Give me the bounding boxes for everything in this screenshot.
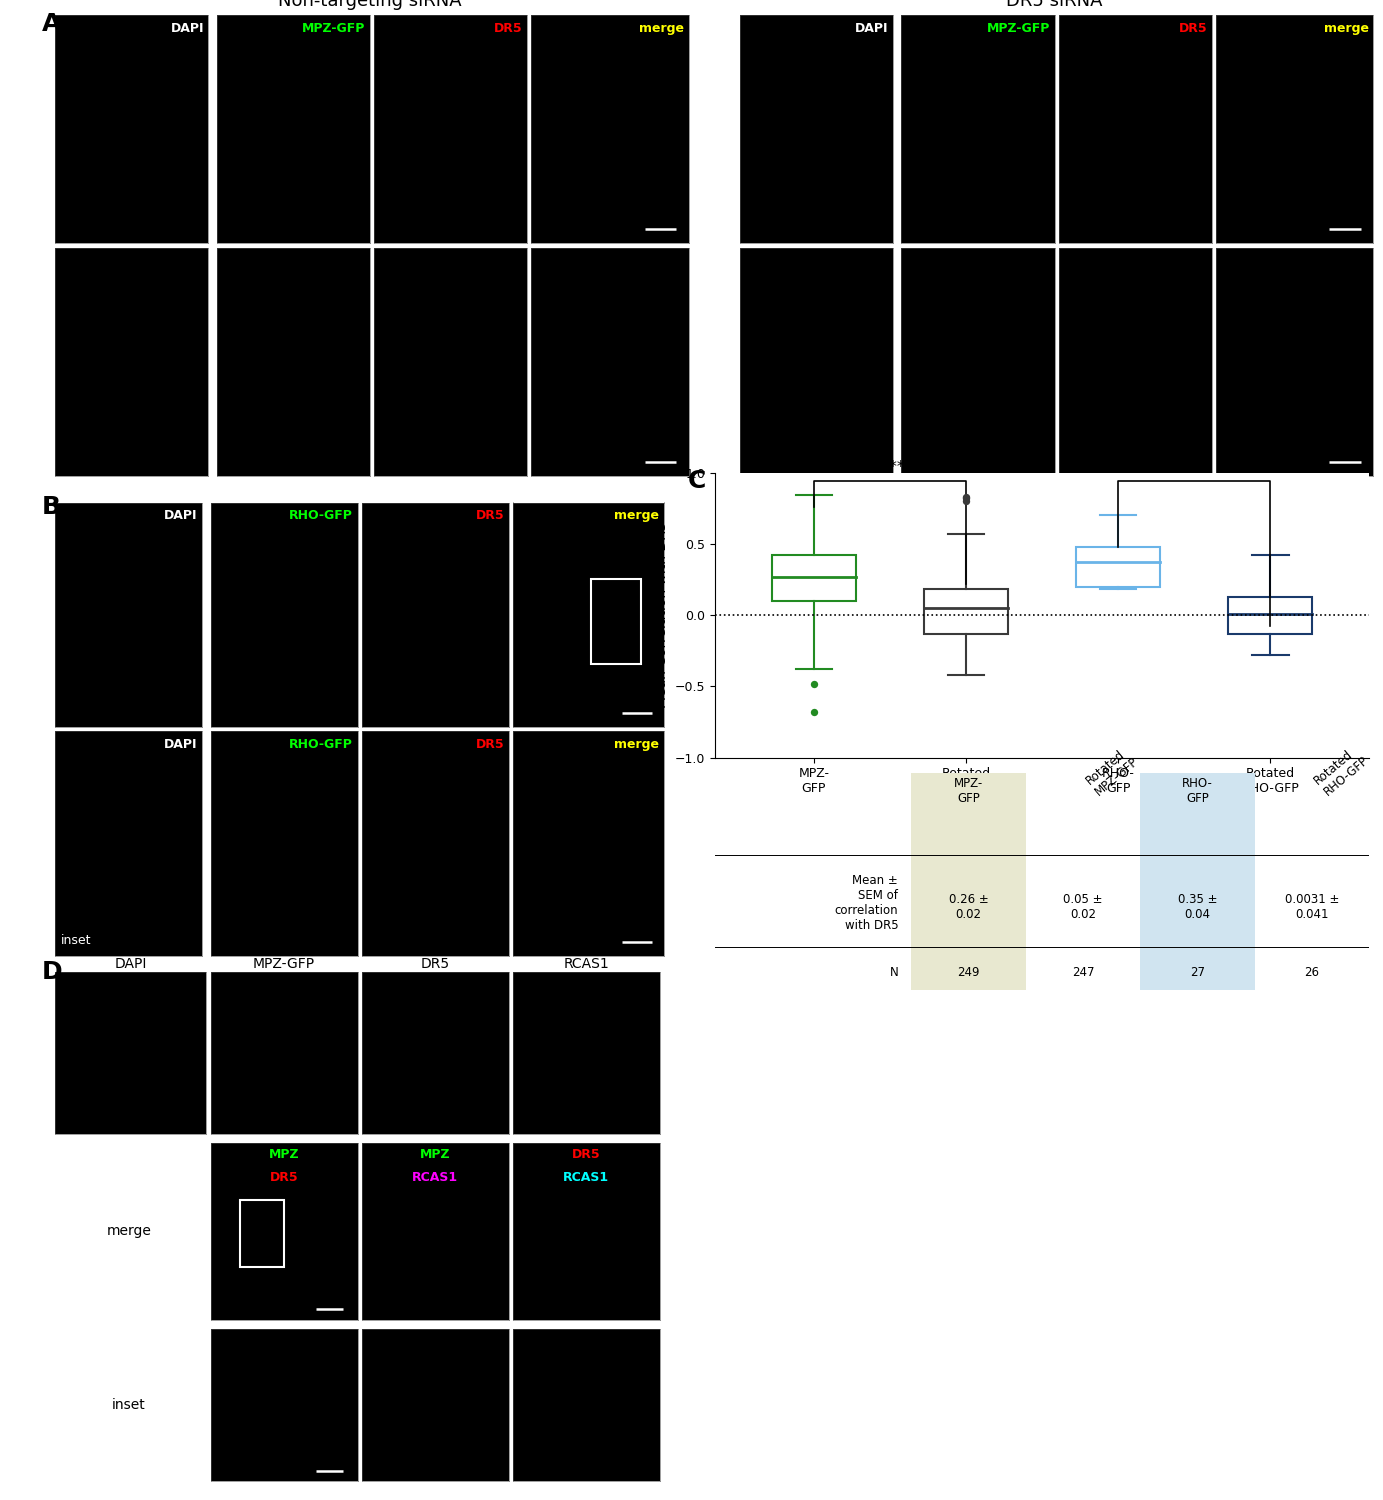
Text: 247: 247 [1072, 966, 1094, 980]
Bar [1140, 772, 1254, 990]
Text: Rotated
MPZ-GFP: Rotated MPZ-GFP [1083, 744, 1141, 798]
Text: C: C [687, 470, 705, 494]
Text: inset: inset [112, 1398, 145, 1411]
Text: DR5: DR5 [476, 509, 505, 522]
Bar [924, 590, 1008, 633]
Text: merge: merge [106, 1224, 151, 1239]
Text: DR5: DR5 [270, 1172, 299, 1184]
Text: RCAS1: RCAS1 [412, 1172, 458, 1184]
Text: DAPI: DAPI [855, 22, 888, 34]
Text: inset: inset [61, 933, 91, 946]
Point [954, 484, 976, 508]
Text: DR5: DR5 [494, 22, 523, 34]
Text: 0.05 ±
0.02: 0.05 ± 0.02 [1064, 894, 1102, 921]
Text: Non-targeting siRNA: Non-targeting siRNA [278, 0, 462, 10]
Title: MPZ-GFP: MPZ-GFP [253, 957, 315, 970]
Text: ****: **** [874, 460, 906, 476]
Text: DAPI: DAPI [165, 738, 198, 752]
Text: MPZ-
GFP: MPZ- GFP [954, 777, 983, 806]
Text: MPZ-GFP: MPZ-GFP [301, 22, 365, 34]
Text: RHO-
GFP: RHO- GFP [1182, 777, 1213, 806]
Text: D: D [41, 960, 62, 984]
Text: merge: merge [1324, 22, 1369, 34]
Y-axis label: Mean Correlation with DR5: Mean Correlation with DR5 [656, 522, 669, 708]
Text: 26: 26 [1304, 966, 1319, 980]
Text: Rotated
RHO-GFP: Rotated RHO-GFP [1312, 742, 1372, 798]
Title: RCAS1: RCAS1 [563, 957, 609, 970]
Point [802, 700, 824, 724]
Text: N: N [889, 966, 898, 980]
Text: DR5: DR5 [1178, 22, 1207, 34]
Text: merge: merge [614, 738, 660, 752]
Bar [772, 555, 856, 602]
Point [954, 489, 976, 513]
Text: MPZ-GFP: MPZ-GFP [986, 22, 1050, 34]
Text: 0.35 ±
0.04: 0.35 ± 0.04 [1178, 894, 1217, 921]
Text: 0.26 ±
0.02: 0.26 ± 0.02 [949, 894, 989, 921]
Text: MPZ: MPZ [268, 1148, 299, 1161]
Text: A: A [41, 12, 61, 36]
Text: RCAS1: RCAS1 [563, 1172, 610, 1184]
Text: MPZ: MPZ [420, 1148, 451, 1161]
Bar [1228, 597, 1312, 633]
Text: DR5: DR5 [573, 1148, 600, 1161]
Text: DAPI: DAPI [170, 22, 203, 34]
Title: DR5: DR5 [420, 957, 449, 970]
Point [954, 486, 976, 510]
Text: Mean ±
SEM of
correlation
with DR5: Mean ± SEM of correlation with DR5 [834, 874, 898, 932]
Title: DAPI: DAPI [115, 957, 147, 970]
Text: DR5 siRNA: DR5 siRNA [1007, 0, 1102, 10]
Text: 27: 27 [1189, 966, 1205, 980]
Text: 249: 249 [957, 966, 979, 980]
Bar [911, 772, 1026, 990]
Text: B: B [41, 495, 61, 519]
Text: RHO-GFP: RHO-GFP [289, 738, 353, 752]
Point [802, 672, 824, 696]
Text: RHO-GFP: RHO-GFP [289, 509, 353, 522]
Text: merge: merge [614, 509, 660, 522]
Bar [1076, 546, 1160, 586]
Text: merge: merge [639, 22, 685, 34]
Text: DR5: DR5 [476, 738, 505, 752]
Text: DAPI: DAPI [165, 509, 198, 522]
Text: ****: **** [1178, 460, 1210, 476]
Text: 0.0031 ±
0.041: 0.0031 ± 0.041 [1285, 894, 1339, 921]
